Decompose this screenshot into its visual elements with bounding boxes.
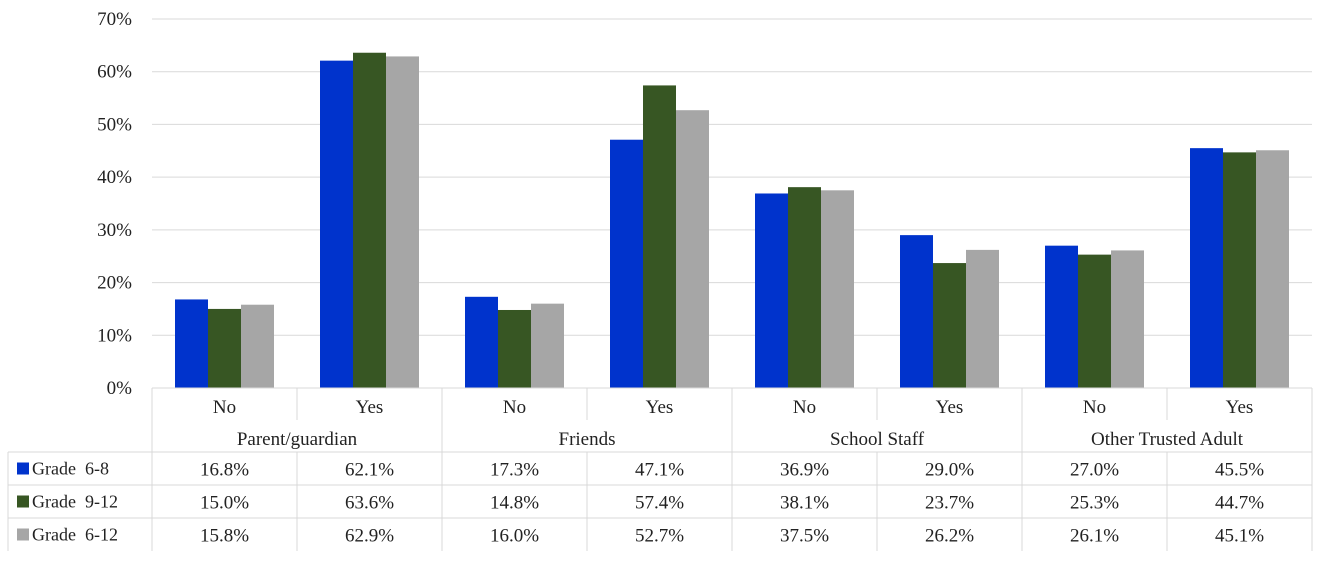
bar <box>755 193 788 388</box>
bar <box>241 304 274 388</box>
bar <box>175 299 208 388</box>
bar <box>353 52 386 388</box>
x-group-label: Parent/guardian <box>237 429 358 450</box>
bar <box>788 187 821 388</box>
y-axis: 0% 10% 20% 30% 40% 50% 60% 70% <box>97 9 132 399</box>
data-table-value: 26.1% <box>1070 526 1119 547</box>
data-table-value: 62.1% <box>345 460 394 481</box>
data-table-value: 47.1% <box>635 460 684 481</box>
data-table-value: 25.3% <box>1070 493 1119 514</box>
bar <box>1045 245 1078 388</box>
bar <box>643 85 676 389</box>
data-table-value: 38.1% <box>780 493 829 514</box>
data-table-value: 63.6% <box>345 493 394 514</box>
legend-key <box>17 528 29 541</box>
x-group-label: Other Trusted Adult <box>1091 429 1244 450</box>
x-category-label: Yes <box>1226 397 1254 418</box>
x-category-label: Yes <box>936 397 964 418</box>
bar <box>320 60 353 388</box>
x-category-label: No <box>503 397 526 418</box>
data-table-value: 45.1% <box>1215 526 1264 547</box>
data-table-value: 16.8% <box>200 460 249 481</box>
bar <box>966 249 999 388</box>
legend-series-name: Grade 6-12 <box>32 525 118 545</box>
bar <box>1190 148 1223 388</box>
x-group-label: Friends <box>559 429 616 450</box>
bar <box>900 235 933 388</box>
data-table-value: 36.9% <box>780 460 829 481</box>
bar <box>933 263 966 388</box>
y-tick-label: 20% <box>97 273 132 294</box>
data-table-value: 29.0% <box>925 460 974 481</box>
data-table-value: 44.7% <box>1215 493 1264 514</box>
x-group-label: School Staff <box>830 429 925 450</box>
bars <box>175 52 1289 389</box>
bar <box>610 139 643 388</box>
legend-key <box>17 462 29 475</box>
bar <box>676 110 709 389</box>
bar <box>1223 152 1256 388</box>
bar <box>1078 254 1111 388</box>
y-tick-label: 0% <box>107 378 133 399</box>
x-category-label: No <box>1083 397 1106 418</box>
data-table-value: 23.7% <box>925 493 974 514</box>
y-tick-label: 50% <box>97 114 132 135</box>
x-category-label: No <box>793 397 816 418</box>
data-table-value: 45.5% <box>1215 460 1264 481</box>
data-table-value: 37.5% <box>780 526 829 547</box>
y-tick-label: 10% <box>97 325 132 346</box>
legend-series-name: Grade 9-12 <box>32 492 118 512</box>
legend-key <box>17 495 29 508</box>
bar <box>1111 250 1144 388</box>
data-table: No Yes No Yes No Yes No Yes Parent/guardian Frien… <box>7 387 1313 551</box>
y-tick-label: 60% <box>97 62 132 83</box>
x-category-label: No <box>213 397 236 418</box>
y-tick-label: 70% <box>97 9 132 30</box>
legend-series-name: Grade 6-8 <box>32 459 109 479</box>
data-table-value: 57.4% <box>635 493 684 514</box>
data-table-value: 14.8% <box>490 493 539 514</box>
data-table-value: 52.7% <box>635 526 684 547</box>
data-table-value: 27.0% <box>1070 460 1119 481</box>
data-table-value: 17.3% <box>490 460 539 481</box>
x-category-label: Yes <box>646 397 674 418</box>
data-table-value: 26.2% <box>925 526 974 547</box>
data-table-value: 15.0% <box>200 493 249 514</box>
bar <box>531 303 564 388</box>
data-table-value: 16.0% <box>490 526 539 547</box>
bar <box>821 190 854 388</box>
bar <box>465 296 498 388</box>
bar <box>498 309 531 388</box>
y-tick-label: 30% <box>97 220 132 241</box>
data-table-value: 62.9% <box>345 526 394 547</box>
bar <box>208 308 241 388</box>
data-table-value: 15.8% <box>200 526 249 547</box>
bar <box>1256 150 1289 388</box>
y-tick-label: 40% <box>97 167 132 188</box>
bar <box>386 56 419 388</box>
x-category-label: Yes <box>356 397 384 418</box>
